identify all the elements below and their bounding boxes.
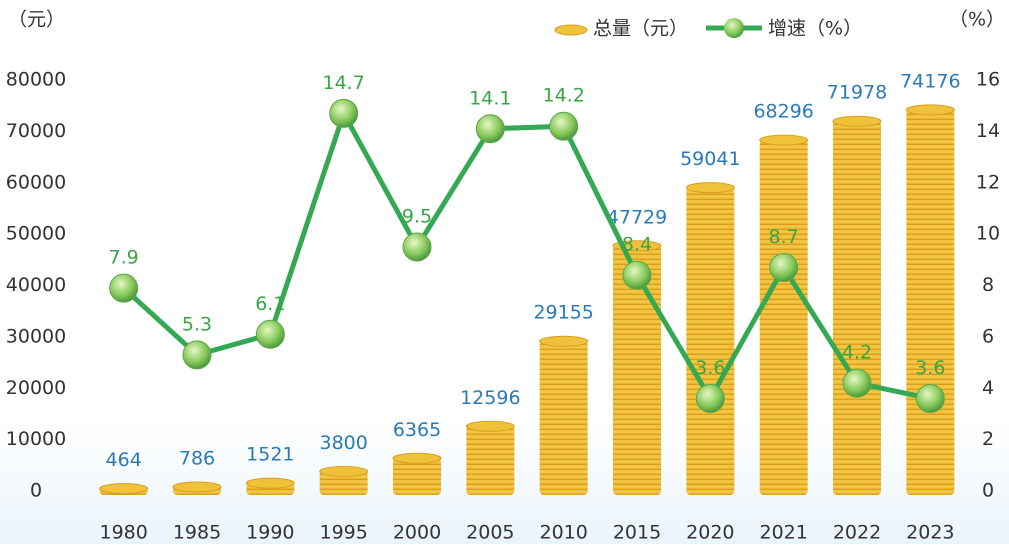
x-tick-label: 2022 xyxy=(833,522,881,544)
y2-tick-label: 4 xyxy=(982,377,994,399)
bar-value-label: 464 xyxy=(106,449,142,471)
bar xyxy=(613,245,661,495)
legend-swatch xyxy=(554,24,588,36)
line-marker xyxy=(622,260,652,290)
y2-tick-label: 10 xyxy=(976,223,1000,245)
bar-top xyxy=(245,477,295,489)
line-value-label: 14.1 xyxy=(469,87,511,109)
bar-value-label: 59041 xyxy=(680,148,740,170)
y2-tick-label: 14 xyxy=(976,120,1000,142)
y-tick-label: 60000 xyxy=(6,171,66,193)
bar-top xyxy=(319,465,369,477)
y-tick-label: 40000 xyxy=(6,274,66,296)
x-tick-label: 1995 xyxy=(319,522,367,544)
bar-value-label: 1521 xyxy=(246,444,294,466)
bar-value-label: 74176 xyxy=(900,70,960,92)
y-tick-label: 50000 xyxy=(6,223,66,245)
legend: 总量（元） 增速（%） xyxy=(554,18,862,40)
x-tick-label: 2020 xyxy=(686,522,734,544)
line-value-label: 3.6 xyxy=(915,357,945,379)
bar-value-label: 47729 xyxy=(607,206,667,228)
bar-top xyxy=(99,483,149,495)
bar-value-label: 786 xyxy=(179,447,215,469)
line-marker xyxy=(255,319,285,349)
bar-top xyxy=(465,420,515,432)
line-marker xyxy=(549,111,579,141)
line-value-label: 9.5 xyxy=(402,205,432,227)
line xyxy=(121,110,931,402)
bar-value-label: 12596 xyxy=(460,387,520,409)
line-value-label: 14.2 xyxy=(543,85,585,107)
bar xyxy=(466,426,515,495)
line-value-label: 4.2 xyxy=(842,342,872,364)
line-marker xyxy=(695,384,725,414)
bar-top xyxy=(392,452,442,464)
y-tick-label: 0 xyxy=(30,480,42,502)
bar-top xyxy=(539,335,589,347)
bar-top xyxy=(685,182,735,194)
line-marker xyxy=(475,114,505,144)
line-marker xyxy=(915,384,945,414)
y-tick-label: 20000 xyxy=(6,377,66,399)
line-value-label: 7.9 xyxy=(109,247,139,269)
bar xyxy=(833,121,881,496)
line-marker xyxy=(109,273,139,303)
y2-tick-label: 2 xyxy=(982,428,994,450)
y2-tick-label: 16 xyxy=(976,69,1000,91)
bar-value-label: 3800 xyxy=(319,432,367,454)
x-tick-label: 1990 xyxy=(246,522,294,544)
x-tick-label: 1985 xyxy=(173,522,221,544)
x-tick-label: 2010 xyxy=(539,522,587,544)
legend-label: 增速（%） xyxy=(768,18,862,40)
bar-top xyxy=(759,134,809,146)
bar xyxy=(906,109,955,495)
y-tick-label: 30000 xyxy=(6,325,66,347)
line-marker xyxy=(769,253,799,283)
bar-value-label: 29155 xyxy=(533,302,593,324)
bar-value-label: 6365 xyxy=(393,419,441,441)
legend-label: 总量（元） xyxy=(593,18,688,40)
y2-tick-label: 6 xyxy=(982,325,994,347)
x-tick-label: 2000 xyxy=(393,522,441,544)
bar-top xyxy=(905,104,955,116)
line-value-label: 6.1 xyxy=(255,293,285,315)
bar-top xyxy=(172,481,222,493)
line-marker xyxy=(402,232,432,262)
bar-top xyxy=(832,115,882,127)
y-tick-label: 80000 xyxy=(6,69,66,91)
bar-value-label: 71978 xyxy=(827,82,887,104)
y-tick-label: 70000 xyxy=(6,120,66,142)
bar xyxy=(686,187,735,495)
y-axis-label: （元） xyxy=(8,9,65,31)
line-value-label: 5.3 xyxy=(182,313,212,335)
bar-value-label: 68296 xyxy=(753,101,813,123)
x-tick-label: 2021 xyxy=(759,522,807,544)
y2-axis-label: （%） xyxy=(949,9,1005,31)
legend-swatch-marker xyxy=(724,18,745,38)
y2-tick-label: 8 xyxy=(982,274,994,296)
y2-tick-label: 0 xyxy=(982,480,994,502)
y2-tick-label: 12 xyxy=(976,171,1000,193)
x-tick-label: 2023 xyxy=(906,522,954,544)
bar xyxy=(393,458,441,495)
x-tick-label: 2005 xyxy=(466,522,514,544)
x-tick-label: 2015 xyxy=(613,522,661,544)
line-value-label: 14.7 xyxy=(323,72,365,94)
line-marker xyxy=(182,340,212,370)
bar xyxy=(319,471,368,495)
line-value-label: 8.4 xyxy=(622,234,652,256)
bar xyxy=(759,140,808,495)
y-tick-label: 10000 xyxy=(6,428,66,450)
x-tick-label: 1980 xyxy=(99,522,147,544)
line-marker xyxy=(329,98,359,128)
line-value-label: 3.6 xyxy=(695,357,725,379)
line-marker xyxy=(842,368,872,398)
bar xyxy=(539,341,588,495)
line-value-label: 8.7 xyxy=(769,226,799,248)
